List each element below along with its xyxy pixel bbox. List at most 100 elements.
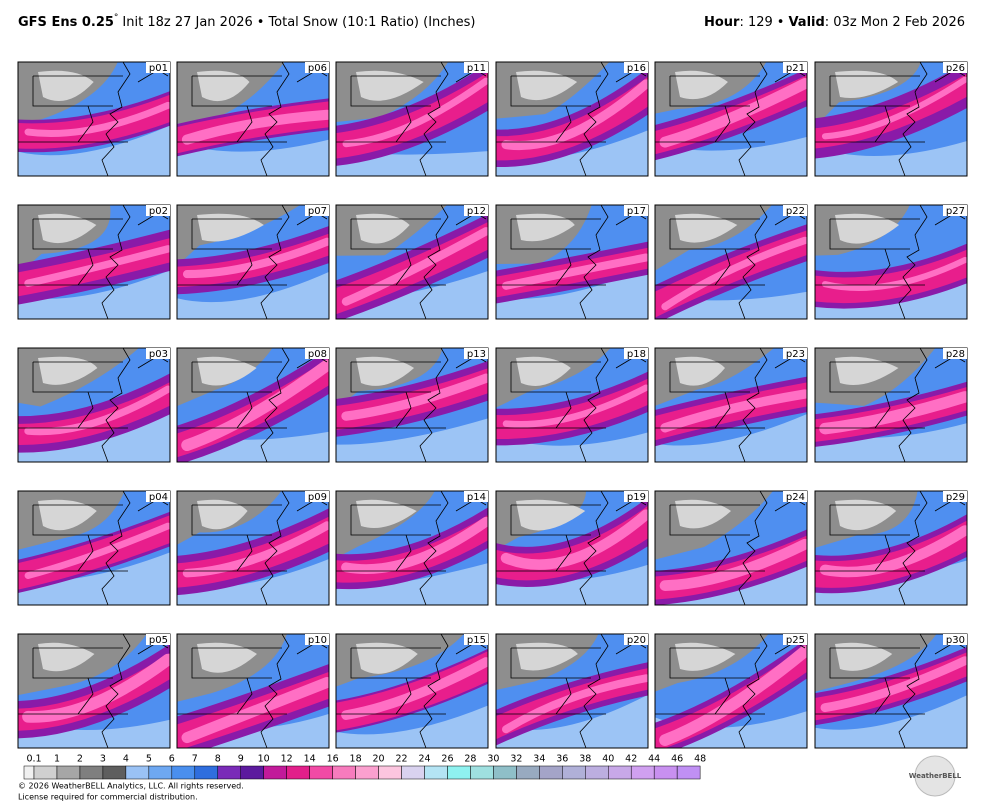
band-core: [182, 237, 329, 279]
hour: : 129: [739, 15, 772, 30]
map-fill: [177, 62, 329, 176]
panel-frame: [814, 61, 968, 177]
member-label: p22: [786, 206, 805, 217]
light-gray: [197, 356, 257, 386]
member-label: p08: [308, 349, 327, 360]
states: [336, 634, 487, 748]
light-area: [815, 423, 967, 462]
colorbar-label: 5: [146, 754, 152, 765]
map-panel: p22: [654, 204, 808, 320]
panel-frame: [17, 347, 171, 463]
member-label: p07: [308, 206, 327, 217]
light-gray: [356, 213, 410, 244]
band-core: [819, 525, 967, 578]
label-bg: [943, 205, 967, 216]
light-gray: [835, 499, 897, 531]
member-label: p06: [308, 63, 327, 74]
colorbar-label: 20: [373, 754, 385, 765]
states: [177, 62, 328, 176]
colorbar-label: 3: [100, 754, 106, 765]
map-panel: p10: [176, 633, 330, 749]
colorbar-label: 9: [238, 754, 244, 765]
states: [496, 205, 647, 319]
map-fill: [815, 491, 967, 605]
band-core: [659, 538, 807, 592]
panel-frame: [495, 61, 649, 177]
colorbar-cell: [56, 765, 81, 780]
member-label: p30: [946, 635, 965, 646]
label-bg: [146, 205, 170, 216]
map-fill: [496, 348, 648, 462]
states: [496, 634, 647, 748]
band-core: [502, 384, 648, 428]
light-area: [655, 414, 807, 462]
panel-frame: [335, 490, 489, 606]
label-bg: [624, 205, 648, 216]
colorbar-cell: [102, 765, 127, 780]
member-label: p14: [467, 492, 486, 503]
colorbar-label: 12: [281, 754, 293, 765]
panel-frame: [495, 490, 649, 606]
colorbar-label: 8: [215, 754, 221, 765]
states: [655, 62, 806, 176]
panel-frame: [654, 347, 808, 463]
map-panel: p13: [335, 347, 489, 463]
panel-frame: [335, 633, 489, 749]
map-fill: [655, 205, 807, 319]
colorbar-cell: [217, 765, 241, 780]
colorbar-label: 42: [625, 754, 637, 765]
map-panel: p04: [17, 490, 171, 606]
panel-frame: [17, 204, 171, 320]
colorbar-cell: [332, 765, 356, 780]
member-label: p27: [946, 206, 965, 217]
label-bg: [305, 491, 329, 502]
label-bg: [464, 205, 488, 216]
member-label: p17: [627, 206, 646, 217]
states: [18, 634, 169, 748]
map-fill: [496, 62, 648, 176]
band-core: [24, 245, 170, 287]
light-gray: [356, 70, 424, 101]
map-fill: [655, 62, 807, 176]
map-fill: [336, 62, 488, 176]
panel-frame: [335, 204, 489, 320]
panel-frame: [654, 490, 808, 606]
colorbar-label: 46: [671, 754, 683, 765]
band-core: [24, 522, 170, 579]
band-core: [341, 657, 488, 720]
map-panel: p18: [495, 347, 649, 463]
states: [177, 491, 328, 605]
colorbar-label: 44: [648, 754, 660, 765]
map-panel: p27: [814, 204, 968, 320]
colorbar-cell: [447, 765, 471, 780]
map-panel: p28: [814, 347, 968, 463]
states: [496, 62, 647, 176]
member-label: p20: [627, 635, 646, 646]
member-label: p24: [786, 492, 805, 503]
init: Init 18z 27 Jan 2026: [122, 15, 252, 30]
panel-frame: [176, 61, 330, 177]
colorbar: 0.1 1 2 3 4 5 6 7 8 9 10 12 14 16 18 20 22 24 26 28 30 32 34 36…: [23, 754, 706, 780]
map-fill: [18, 491, 170, 605]
member-label: p05: [149, 635, 168, 646]
colorbar-cell: [263, 765, 287, 780]
light-gray: [675, 70, 728, 100]
product: Total Snow (10:1 Ratio) (Inches): [267, 15, 475, 30]
model: GFS Ens 0.25: [18, 15, 114, 30]
light-gray: [835, 213, 900, 244]
light-gray: [835, 642, 893, 671]
map-fill: [336, 634, 488, 748]
map-panel: p23: [654, 347, 808, 463]
light-area: [18, 552, 170, 605]
light-area: [496, 432, 648, 462]
map-panel: p21: [654, 61, 808, 177]
map-panel: p20: [495, 633, 649, 749]
panel-frame: [495, 633, 649, 749]
label-bg: [783, 348, 807, 359]
colorbar-label: 34: [533, 754, 545, 765]
map-panel: p16: [495, 61, 649, 177]
band-core: [181, 677, 329, 744]
colorbar-cell: [194, 765, 219, 780]
map-panel: p03: [17, 347, 171, 463]
panel-frame: [176, 633, 330, 749]
